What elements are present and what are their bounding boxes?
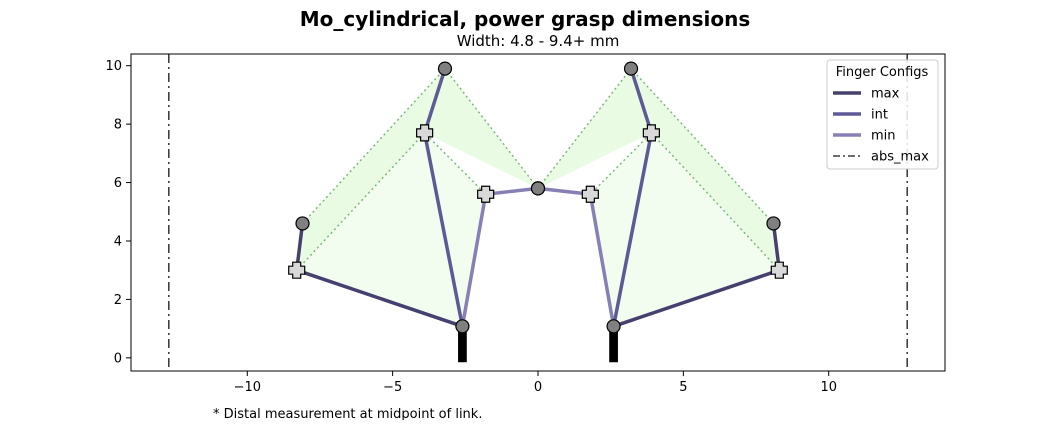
proximal-envelope-edge-right bbox=[589, 131, 780, 271]
palm-base-right bbox=[609, 326, 618, 363]
fingertip-joint-max-left bbox=[295, 216, 310, 231]
y-tick-label: 0 bbox=[114, 351, 122, 366]
y-tick-label: 8 bbox=[114, 118, 122, 133]
legend-label-int: int bbox=[871, 108, 888, 123]
x-tick-label: 0 bbox=[534, 380, 542, 395]
fingertip-joint-max-right bbox=[766, 216, 781, 231]
inner-envelope-left bbox=[296, 132, 486, 327]
y-tick-label: 10 bbox=[105, 59, 122, 74]
legend-label-min: min bbox=[871, 129, 896, 144]
y-tick-label: 2 bbox=[114, 293, 122, 308]
x-tick-label: 5 bbox=[679, 380, 687, 395]
midpoint-marker-min-right bbox=[581, 185, 599, 203]
outer-envelope-right bbox=[538, 68, 780, 271]
chart-title: Mo_cylindrical, power grasp dimensions bbox=[300, 7, 751, 31]
legend-label-max: max bbox=[871, 87, 900, 102]
base-joint-right bbox=[606, 319, 621, 334]
legend-label-abs_max: abs_max bbox=[871, 150, 929, 165]
midpoint-marker-int-right bbox=[642, 124, 660, 142]
y-tick-label: 6 bbox=[114, 176, 122, 191]
y-tick-label: 4 bbox=[114, 234, 122, 249]
x-tick-label: 10 bbox=[820, 380, 837, 395]
legend: Finger Configs max int min abs_max bbox=[826, 59, 939, 170]
axes: −10 −5 0 5 10 0 2 4 6 8 10 bbox=[105, 59, 837, 395]
midpoint-marker-max-right bbox=[770, 261, 788, 279]
x-tick-label: −10 bbox=[234, 380, 261, 395]
proximal-envelope-edge-left bbox=[296, 131, 487, 271]
base-joint-left bbox=[455, 319, 470, 334]
outer-envelope-left bbox=[296, 68, 538, 271]
x-tick-label: −5 bbox=[383, 380, 402, 395]
palm-base-left bbox=[458, 326, 467, 363]
plot-frame bbox=[130, 53, 946, 372]
inner-envelope-right bbox=[590, 132, 780, 327]
fingertip-joint-int-left bbox=[437, 61, 453, 76]
plot-area bbox=[167, 54, 909, 371]
legend-title: Finger Configs bbox=[836, 65, 929, 80]
midpoint-marker-int-left bbox=[416, 124, 434, 142]
fingertip-joint-int-right bbox=[623, 61, 639, 76]
fingertip-joint-min-right bbox=[530, 181, 546, 196]
footnote: * Distal measurement at midpoint of link… bbox=[213, 407, 482, 420]
midpoint-marker-min-left bbox=[477, 185, 495, 203]
midpoint-marker-max-left bbox=[288, 261, 306, 279]
legend-box bbox=[826, 59, 939, 170]
chart-subtitle: Width: 4.8 - 9.4+ mm bbox=[457, 32, 620, 50]
